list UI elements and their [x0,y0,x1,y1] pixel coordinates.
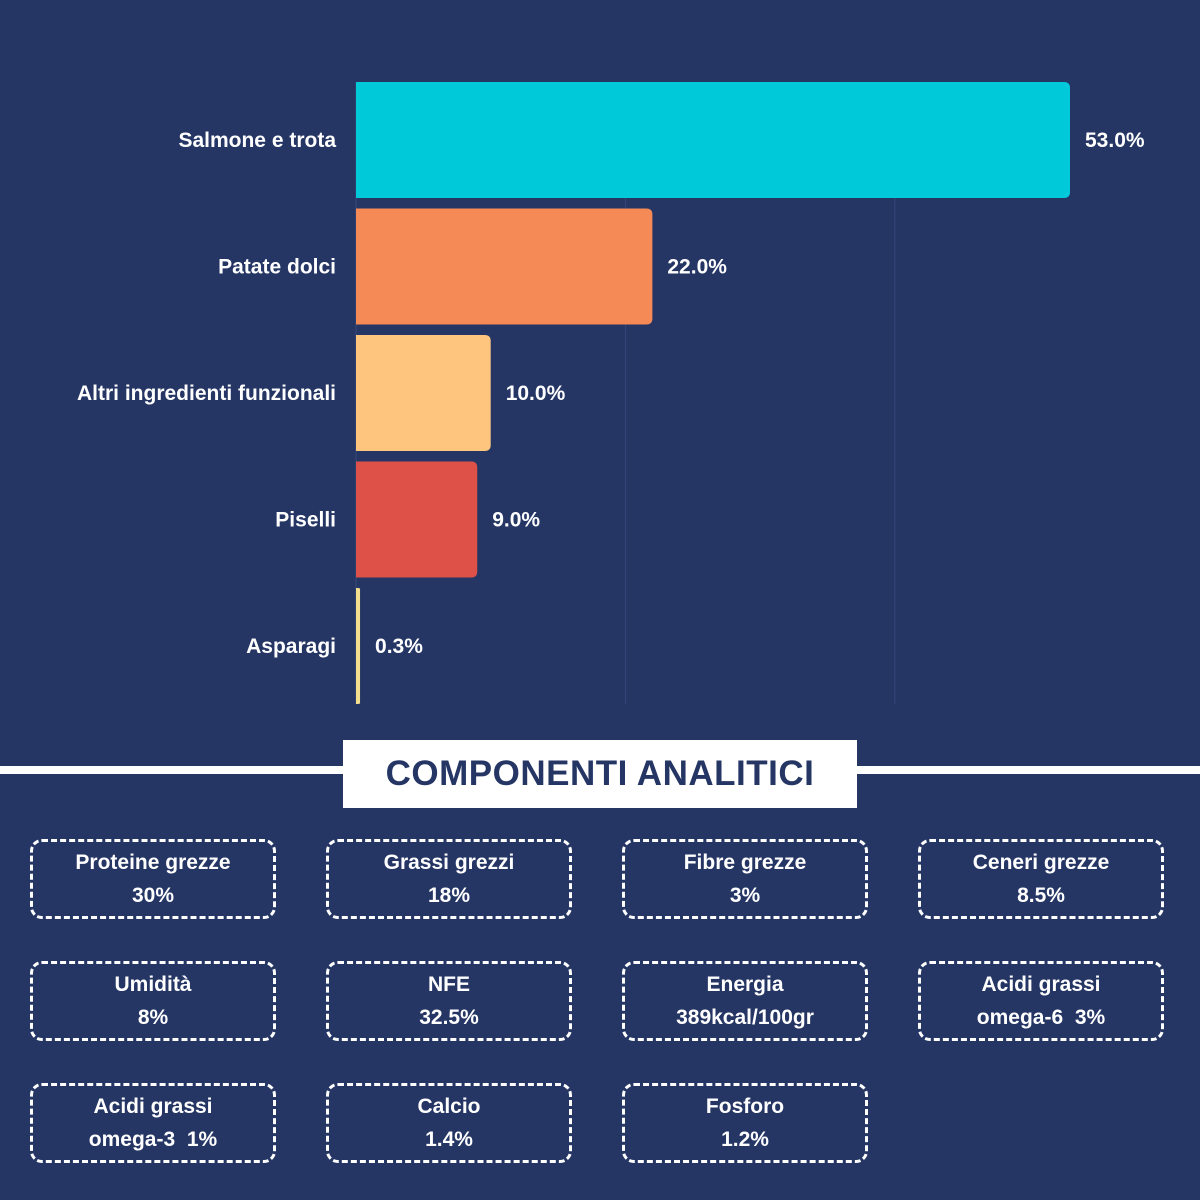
component-label: Ceneri grezze [972,851,1110,874]
value-label: 9.0% [492,509,540,532]
component-value: 3% [729,884,761,907]
component-card: Calcio 1.4% [326,1083,572,1163]
bar-patate-dolci [356,208,653,325]
component-label: Fosforo [705,1095,785,1118]
component-value: 1.2% [721,1128,769,1151]
bar-altri-ingredienti-funzionali [356,335,491,451]
bar-piselli [356,461,478,578]
section-divider-right [855,766,1200,774]
component-label: Proteine grezze [75,851,231,874]
component-label: Acidi grassi [93,1095,213,1118]
bar-asparagi [356,588,361,704]
category-label: Piselli [275,509,336,532]
component-card: Umidità 8% [30,961,276,1041]
component-label: Grassi grezzi [383,851,515,874]
component-value: 8.5% [1017,884,1065,907]
bar-chart: Salmone e trota 53.0% Patate dolci 22.0% Alt… [77,82,1145,704]
component-label: Energia [706,973,784,996]
component-label: Umidità [114,973,192,996]
component-value: 32.5% [419,1006,479,1029]
component-card: Acidi grassi omega-6 3% [918,961,1164,1041]
component-label: Acidi grassi [981,973,1101,996]
category-label: Patate dolci [218,256,336,279]
category-label: Asparagi [246,635,336,658]
component-card: Grassi grezzi 18% [326,839,572,919]
component-card: Fosforo 1.2% [622,1083,868,1163]
chart-bars [356,82,1070,704]
component-label: NFE [428,973,470,996]
component-card: Proteine grezze 30% [30,839,276,919]
value-label: 53.0% [1085,129,1145,152]
component-value: 1.4% [425,1128,473,1151]
component-label: Calcio [417,1095,481,1118]
component-value: 18% [427,884,471,907]
section-title: COMPONENTI ANALITICI [385,754,815,793]
component-value: 8% [137,1006,169,1029]
section-divider-left [0,766,345,774]
component-card: Ceneri grezze 8.5% [918,839,1164,919]
value-label: 10.0% [506,382,566,405]
chart-labels: Salmone e trota 53.0% Patate dolci 22.0% Alt… [77,129,1145,658]
component-card: Acidi grassi omega-3 1% [30,1083,276,1163]
component-card: NFE 32.5% [326,961,572,1041]
category-label: Altri ingredienti funzionali [77,382,336,405]
category-label: Salmone e trota [178,129,336,152]
value-label: 22.0% [667,256,727,279]
value-label: 0.3% [375,635,423,658]
component-value: omega-3 1% [88,1128,218,1151]
component-label: Fibre grezze [683,851,807,874]
component-value: 389kcal/100gr [676,1006,814,1029]
component-card: Energia 389kcal/100gr [622,961,868,1041]
bar-salmone-e-trota [356,82,1070,198]
component-value: omega-6 3% [976,1006,1106,1029]
component-value: 30% [131,884,175,907]
section-title-box: COMPONENTI ANALITICI [343,740,857,808]
component-card: Fibre grezze 3% [622,839,868,919]
